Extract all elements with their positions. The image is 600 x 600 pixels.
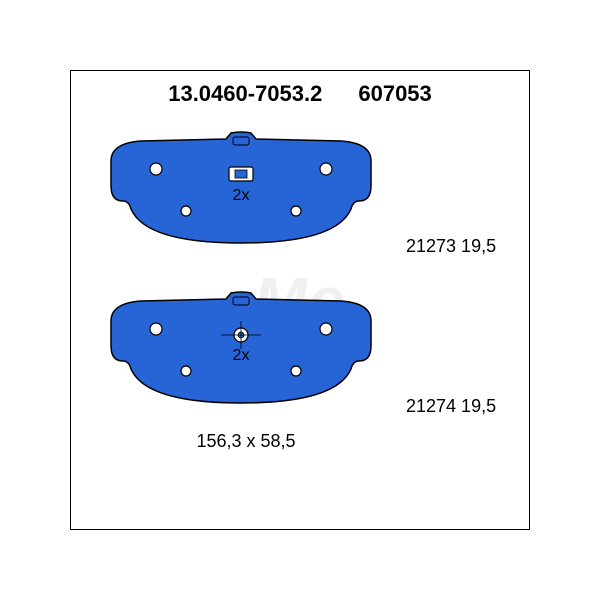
brake-pad-bottom: 2x: [101, 291, 381, 411]
pad-top-hole-2: [320, 163, 332, 175]
pad-bottom-notch: [233, 297, 249, 305]
brake-pad-top-svg: [101, 131, 381, 251]
pad-top-plate: [111, 132, 371, 243]
short-code: 607053: [358, 81, 431, 107]
pad-bottom-hole-2: [320, 323, 332, 335]
brake-pad-top: 2x: [101, 131, 381, 251]
pad-top-sensor-inner: [235, 170, 247, 178]
pad-top-notch: [233, 137, 249, 145]
pads-area: 2x 2x: [101, 131, 391, 451]
pad-bottom-hole-3: [181, 366, 191, 376]
diagram-frame: 13.0460-7053.2 607053 Me 2x: [70, 70, 530, 530]
brake-pad-bottom-svg: [101, 291, 381, 411]
header: 13.0460-7053.2 607053: [71, 71, 529, 107]
pad-bottom-hole-1: [150, 323, 162, 335]
part-number: 13.0460-7053.2: [168, 81, 322, 107]
pad-top-side-label: 21273 19,5: [406, 236, 496, 257]
pad-bottom-side-label: 21274 19,5: [406, 396, 496, 417]
pad-top-hole-4: [291, 206, 301, 216]
dimensions-label: 156,3 x 58,5: [101, 431, 391, 452]
pad-bottom-hole-4: [291, 366, 301, 376]
pad-top-hole-1: [150, 163, 162, 175]
pad-top-hole-3: [181, 206, 191, 216]
